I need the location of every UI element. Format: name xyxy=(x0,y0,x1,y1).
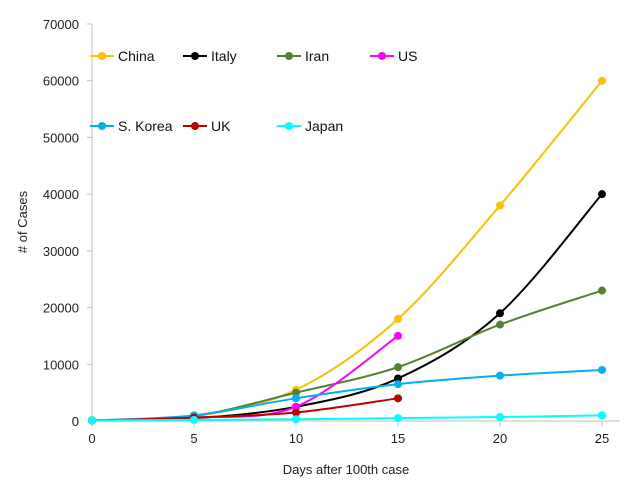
legend-item-iran: Iran xyxy=(277,48,329,64)
axes: 0 5 10 15 20 25 0 10000 20000 30000 40000 50000 6000… xyxy=(43,17,620,446)
data-point-japan xyxy=(394,414,402,423)
x-tick-label: 25 xyxy=(595,431,609,446)
series-line-japan xyxy=(91,414,603,422)
data-point-japan xyxy=(190,415,198,424)
legend-label: Iran xyxy=(305,48,329,64)
series-layer xyxy=(88,76,606,425)
y-tick-label: 0 xyxy=(72,414,79,429)
data-point-japan xyxy=(88,416,96,425)
data-point-italy xyxy=(496,309,504,318)
data-point-china xyxy=(394,314,402,323)
data-point-iran xyxy=(496,320,504,329)
data-point-us xyxy=(394,331,402,340)
series-line-s-korea xyxy=(91,368,603,422)
legend-label: Japan xyxy=(305,118,343,134)
series-japan xyxy=(88,411,606,425)
y-tick-label: 30000 xyxy=(43,244,79,259)
series-s-korea xyxy=(88,365,606,425)
x-tick-label: 10 xyxy=(289,431,303,446)
y-tick-label: 10000 xyxy=(43,357,79,372)
x-tick-label: 5 xyxy=(190,431,197,446)
data-point-s-korea xyxy=(394,380,402,389)
data-point-iran xyxy=(292,388,300,397)
data-point-s-korea xyxy=(598,365,606,374)
legend-swatch-marker xyxy=(191,52,199,60)
y-tick-label: 70000 xyxy=(43,17,79,32)
legend-label: S. Korea xyxy=(118,118,173,134)
legend-item-japan: Japan xyxy=(277,118,343,134)
x-tick-label: 0 xyxy=(88,431,95,446)
data-point-s-korea xyxy=(496,371,504,380)
legend-swatch-marker xyxy=(378,52,386,60)
y-tick-label: 50000 xyxy=(43,130,79,145)
y-tick-label: 20000 xyxy=(43,301,79,316)
data-point-us xyxy=(292,402,300,411)
legend: China Italy Iran US S. Korea UK Japan xyxy=(90,48,417,134)
x-tick-label: 15 xyxy=(391,431,405,446)
data-point-iran xyxy=(598,286,606,295)
data-point-china xyxy=(598,76,606,85)
legend-label: Italy xyxy=(211,48,237,64)
data-point-uk xyxy=(292,408,300,417)
x-tick-label: 20 xyxy=(493,431,507,446)
y-tick-label: 40000 xyxy=(43,187,79,202)
legend-swatch-marker xyxy=(285,52,293,60)
y-axis-title: # of Cases xyxy=(15,190,30,253)
data-point-italy xyxy=(394,374,402,383)
data-point-china xyxy=(496,201,504,210)
legend-item-uk: UK xyxy=(183,118,231,134)
data-point-japan xyxy=(598,411,606,420)
legend-swatch-marker xyxy=(98,52,106,60)
legend-item-china: China xyxy=(90,48,155,64)
x-axis-title: Days after 100th case xyxy=(283,462,409,477)
legend-item-us: US xyxy=(370,48,417,64)
y-tick-label: 60000 xyxy=(43,74,79,89)
legend-swatch-marker xyxy=(285,122,293,130)
legend-label: UK xyxy=(211,118,231,134)
legend-label: China xyxy=(118,48,155,64)
data-point-uk xyxy=(394,394,402,403)
data-point-s-korea xyxy=(292,394,300,403)
data-point-japan xyxy=(292,415,300,424)
legend-label: US xyxy=(398,48,417,64)
data-point-iran xyxy=(394,363,402,372)
legend-swatch-marker xyxy=(191,122,199,130)
data-point-japan xyxy=(496,413,504,422)
legend-item-italy: Italy xyxy=(183,48,237,64)
legend-item-s-korea: S. Korea xyxy=(90,118,173,134)
legend-swatch-marker xyxy=(98,122,106,130)
data-point-italy xyxy=(598,190,606,199)
